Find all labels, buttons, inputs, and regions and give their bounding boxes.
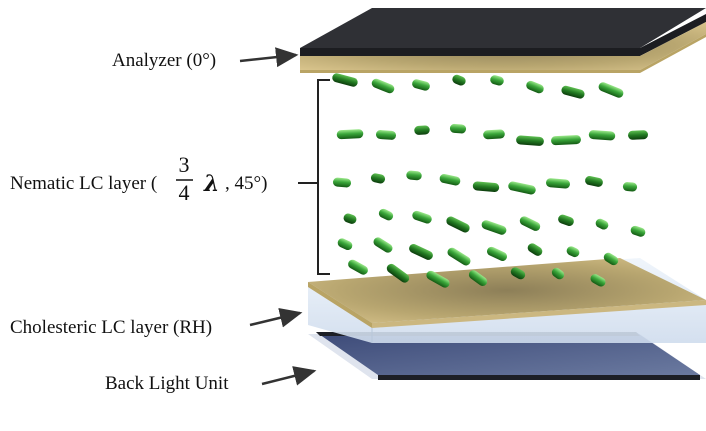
lc-molecule-rod-icon bbox=[527, 243, 543, 256]
lc-molecule-rod-icon bbox=[551, 135, 581, 146]
arrow-right-icon bbox=[249, 307, 303, 328]
lc-molecule-rod-icon bbox=[412, 79, 430, 91]
lc-molecule-rod-icon bbox=[348, 259, 368, 275]
lc-molecule-rod-icon bbox=[446, 216, 470, 233]
lc-molecule-rod-icon bbox=[588, 130, 616, 141]
lc-molecule-rod-icon bbox=[598, 82, 624, 98]
lc-molecule-rod-icon bbox=[490, 75, 504, 86]
lc-molecule-rod-icon bbox=[449, 123, 467, 134]
lc-molecule-rod-icon bbox=[386, 263, 410, 283]
lc-molecule-rod-icon bbox=[558, 214, 574, 226]
lc-molecule-rod-icon bbox=[622, 182, 638, 192]
lc-molecule-rod-icon bbox=[468, 270, 488, 286]
lc-molecule-rod-icon bbox=[371, 78, 395, 94]
arrow-right-icon bbox=[239, 47, 299, 68]
lc-molecule-rod-icon bbox=[516, 135, 544, 146]
label-cholesteric: Cholesteric LC layer (RH) bbox=[10, 317, 212, 338]
analyzer-top-edge bbox=[300, 14, 706, 56]
label-analyzer: Analyzer (0°) bbox=[112, 50, 216, 71]
cholesteric-film-left-edge bbox=[308, 282, 372, 328]
lc-molecule-rod-icon bbox=[595, 218, 609, 230]
lc-molecule-rod-icon bbox=[370, 173, 386, 184]
lc-molecule-rod-icon bbox=[508, 181, 536, 195]
label-nematic-frac-num: 3 bbox=[179, 152, 190, 177]
lc-molecule-rod-icon bbox=[375, 130, 397, 140]
lc-molecule-rod-icon bbox=[414, 125, 430, 135]
lc-molecule-rod-icon bbox=[561, 85, 585, 99]
lc-molecule-rod-icon bbox=[337, 238, 353, 251]
backlight-front-edge bbox=[378, 375, 700, 380]
lc-molecule-rod-icon bbox=[630, 225, 646, 237]
analyzer-film bbox=[300, 22, 706, 70]
lc-molecule-rod-icon bbox=[519, 216, 541, 231]
lc-molecule-rod-icon bbox=[343, 213, 357, 224]
lc-molecule-rod-icon bbox=[628, 130, 648, 140]
lc-molecule-rod-icon bbox=[551, 267, 565, 280]
lc-molecule-rod-icon bbox=[590, 274, 606, 287]
label-nematic-frac-den: 4 bbox=[179, 180, 190, 205]
label-nematic: Nematic LC layer ( 3 4 λ , 45°) bbox=[10, 152, 267, 205]
lc-molecule-rod-icon bbox=[378, 208, 394, 221]
label-nematic-lambda: λ bbox=[203, 171, 219, 197]
lc-molecule-rod-icon bbox=[406, 170, 422, 181]
lc-molecule-rod-icon bbox=[452, 74, 466, 86]
lc-molecule-rod-icon bbox=[526, 80, 544, 94]
cholesteric-film-front-edge bbox=[372, 300, 706, 328]
lc-molecule-rod-icon bbox=[603, 252, 619, 266]
lc-molecule-rod-icon bbox=[336, 129, 364, 140]
analyzer bbox=[300, 8, 706, 73]
lc-molecule-rod-icon bbox=[409, 244, 433, 260]
label-backlight: Back Light Unit bbox=[105, 373, 229, 394]
lc-molecule-rod-icon bbox=[439, 173, 461, 186]
lc-molecule-rod-icon bbox=[373, 237, 393, 253]
lc-molecule-rod-icon bbox=[481, 220, 507, 235]
nematic-lc-molecules bbox=[332, 73, 648, 288]
lc-molecule-rod-icon bbox=[332, 177, 352, 188]
cholesteric-layer bbox=[308, 258, 706, 343]
lc-molecule-rod-icon bbox=[412, 210, 432, 224]
analyzer-top bbox=[300, 8, 706, 48]
lc-molecule-rod-icon bbox=[545, 178, 571, 189]
lc-molecule-rod-icon bbox=[426, 270, 450, 288]
lc-molecule-rod-icon bbox=[585, 175, 603, 187]
lc-molecule-rod-icon bbox=[566, 246, 580, 258]
lc-molecule-rod-icon bbox=[472, 181, 500, 193]
cholesteric-film bbox=[308, 258, 706, 323]
bracket-icon bbox=[317, 79, 330, 275]
lc-molecule-rod-icon bbox=[332, 73, 358, 87]
label-nematic-suffix: , 45°) bbox=[225, 173, 267, 194]
lc-molecule-rod-icon bbox=[487, 246, 507, 261]
lc-molecule-rod-icon bbox=[510, 267, 526, 280]
arrow-right-icon bbox=[261, 366, 317, 386]
lc-molecule-rod-icon bbox=[483, 129, 505, 140]
lc-molecule-rod-icon bbox=[447, 247, 471, 266]
label-nematic-prefix: Nematic LC layer ( bbox=[10, 173, 157, 194]
